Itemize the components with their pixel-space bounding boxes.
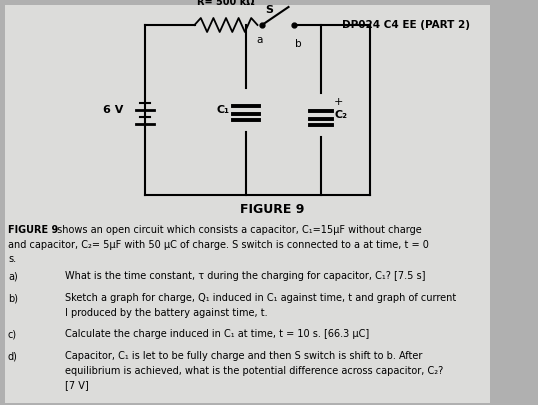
Text: [7 V]: [7 V] [65, 380, 89, 390]
Text: a: a [257, 35, 263, 45]
Text: c): c) [8, 329, 17, 339]
Text: 6 V: 6 V [103, 105, 123, 115]
Text: FIGURE 9: FIGURE 9 [8, 225, 58, 235]
Text: Sketch a graph for charge, Q₁ induced in C₁ against time, t and graph of current: Sketch a graph for charge, Q₁ induced in… [65, 293, 456, 303]
Text: S: S [265, 5, 273, 15]
Text: R= 500 kΩ: R= 500 kΩ [197, 0, 255, 7]
Text: a): a) [8, 271, 18, 281]
Text: Calculate the charge induced in C₁ at time, t = 10 s. [66.3 μC]: Calculate the charge induced in C₁ at ti… [65, 329, 369, 339]
Text: equilibrium is achieved, what is the potential difference across capacitor, C₂?: equilibrium is achieved, what is the pot… [65, 366, 443, 376]
Text: b): b) [8, 293, 18, 303]
Text: I produced by the battery against time, t.: I produced by the battery against time, … [65, 308, 267, 318]
Text: C₂: C₂ [335, 110, 348, 120]
Text: What is the time constant, τ during the charging for capacitor, C₁? [7.5 s]: What is the time constant, τ during the … [65, 271, 426, 281]
Text: s.: s. [8, 254, 16, 264]
Text: Capacitor, C₁ is let to be fully charge and then S switch is shift to b. After: Capacitor, C₁ is let to be fully charge … [65, 351, 422, 361]
Text: DP024 C4 EE (PART 2): DP024 C4 EE (PART 2) [342, 20, 470, 30]
Text: d): d) [8, 351, 18, 361]
Text: +: + [334, 97, 343, 107]
Text: b: b [295, 39, 302, 49]
Text: and capacitor, C₂= 5μF with 50 μC of charge. S switch is connected to a at time,: and capacitor, C₂= 5μF with 50 μC of cha… [8, 239, 429, 249]
FancyBboxPatch shape [5, 5, 490, 403]
Text: C₁: C₁ [216, 105, 229, 115]
Text: FIGURE 9: FIGURE 9 [240, 203, 305, 216]
Text: shows an open circuit which consists a capacitor, C₁=15μF without charge: shows an open circuit which consists a c… [54, 225, 422, 235]
